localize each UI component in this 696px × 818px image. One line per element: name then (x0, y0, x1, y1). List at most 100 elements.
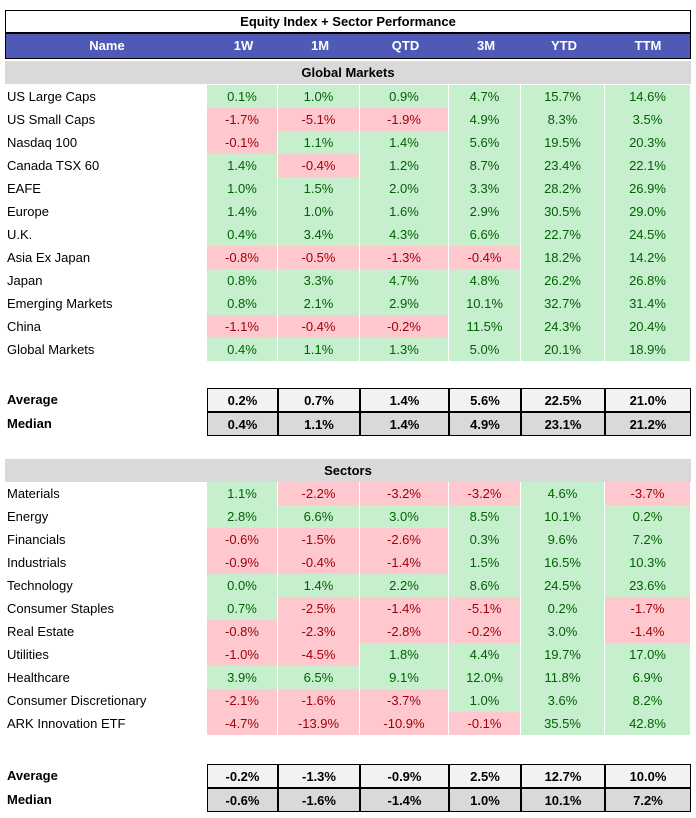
table-cell: 6.6% (278, 505, 359, 528)
summary-label: Average (7, 392, 58, 407)
row-label: China (7, 319, 41, 334)
column-header-3m: 3M (476, 38, 496, 53)
column-header-name: Name (89, 38, 125, 53)
table-cell: -2.8% (360, 620, 448, 643)
table-cell: 11.5% (449, 315, 520, 338)
table-cell: -10.9% (360, 712, 448, 735)
row-label: Technology (7, 578, 73, 593)
row-label: Real Estate (7, 624, 75, 639)
table-cell: 1.5% (278, 177, 359, 200)
column-header-qtd: QTD (391, 38, 420, 53)
row-label: Utilities (7, 647, 49, 662)
table-cell: 29.0% (605, 200, 690, 223)
column-header-1w: 1W (233, 38, 254, 53)
table-cell: 18.2% (521, 246, 604, 269)
table-cell: 26.8% (605, 269, 690, 292)
section-heading-global: Global Markets (5, 61, 691, 84)
summary-cell: 2.5% (449, 764, 521, 788)
table-cell: -0.2% (360, 315, 448, 338)
row-label: Healthcare (7, 670, 70, 685)
table-cell: 9.1% (360, 666, 448, 689)
table-cell: 1.0% (278, 200, 359, 223)
table-cell: 24.5% (605, 223, 690, 246)
row-label: Consumer Discretionary (7, 693, 147, 708)
table-cell: -0.8% (207, 246, 277, 269)
table-cell: 4.9% (449, 108, 520, 131)
table-cell: 8.2% (605, 689, 690, 712)
table-cell: 2.1% (278, 292, 359, 315)
table-cell: 3.9% (207, 666, 277, 689)
table-cell: 1.4% (360, 131, 448, 154)
row-label: Nasdaq 100 (7, 135, 78, 150)
column-header-row: Name 1W 1M QTD 3M YTD TTM (5, 33, 691, 59)
table-cell: 2.9% (360, 292, 448, 315)
table-cell: 3.4% (278, 223, 359, 246)
row-label: EAFE (7, 181, 41, 196)
table-cell: -1.4% (360, 551, 448, 574)
table-cell: 8.6% (449, 574, 520, 597)
table-cell: 4.7% (449, 85, 520, 108)
table-cell: 22.1% (605, 154, 690, 177)
summary-cell: -1.3% (278, 764, 360, 788)
table-cell: -5.1% (278, 108, 359, 131)
table-cell: 18.9% (605, 338, 690, 361)
table-cell: 0.7% (207, 597, 277, 620)
summary-label: Median (7, 792, 52, 807)
table-cell: 10.1% (449, 292, 520, 315)
table-cell: -5.1% (449, 597, 520, 620)
table-cell: -0.6% (207, 528, 277, 551)
summary-cell: 1.0% (449, 788, 521, 812)
summary-cell: 1.4% (360, 412, 449, 436)
table-cell: -2.6% (360, 528, 448, 551)
table-cell: 1.1% (207, 482, 277, 505)
table-cell: 28.2% (521, 177, 604, 200)
table-cell: 22.7% (521, 223, 604, 246)
table-cell: 20.4% (605, 315, 690, 338)
table-cell: 19.7% (521, 643, 604, 666)
summary-cell: 12.7% (521, 764, 605, 788)
table-cell: 30.5% (521, 200, 604, 223)
summary-cell: -0.9% (360, 764, 449, 788)
column-header-ttm: TTM (634, 38, 662, 53)
table-cell: 24.3% (521, 315, 604, 338)
table-cell: 0.9% (360, 85, 448, 108)
table-cell: -13.9% (278, 712, 359, 735)
row-label: Europe (7, 204, 49, 219)
table-cell: 2.2% (360, 574, 448, 597)
table-cell: 2.8% (207, 505, 277, 528)
summary-cell: 0.7% (278, 388, 360, 412)
table-cell: 1.3% (360, 338, 448, 361)
table-cell: 1.8% (360, 643, 448, 666)
summary-cell: 23.1% (521, 412, 605, 436)
summary-label: Average (7, 768, 58, 783)
table-cell: 0.8% (207, 269, 277, 292)
table-cell: 8.5% (449, 505, 520, 528)
summary-cell: -1.6% (278, 788, 360, 812)
column-header-ytd: YTD (551, 38, 577, 53)
table-cell: -0.4% (278, 315, 359, 338)
table-cell: 0.2% (521, 597, 604, 620)
row-label: Industrials (7, 555, 67, 570)
table-cell: -0.1% (207, 131, 277, 154)
table-cell: 16.5% (521, 551, 604, 574)
table-cell: 8.7% (449, 154, 520, 177)
table-cell: -2.3% (278, 620, 359, 643)
summary-cell: -0.6% (207, 788, 278, 812)
table-cell: 0.2% (605, 505, 690, 528)
table-cell: 6.5% (278, 666, 359, 689)
table-cell: -1.9% (360, 108, 448, 131)
table-cell: 2.0% (360, 177, 448, 200)
table-cell: -3.2% (360, 482, 448, 505)
table-cell: -3.7% (605, 482, 690, 505)
table-cell: -0.9% (207, 551, 277, 574)
table-cell: -1.1% (207, 315, 277, 338)
table-cell: 15.7% (521, 85, 604, 108)
table-cell: -4.7% (207, 712, 277, 735)
table-cell: -1.7% (207, 108, 277, 131)
table-cell: 0.1% (207, 85, 277, 108)
row-label: Global Markets (7, 342, 95, 357)
table-cell: -1.6% (278, 689, 359, 712)
row-label: Emerging Markets (7, 296, 113, 311)
table-cell: 0.4% (207, 223, 277, 246)
